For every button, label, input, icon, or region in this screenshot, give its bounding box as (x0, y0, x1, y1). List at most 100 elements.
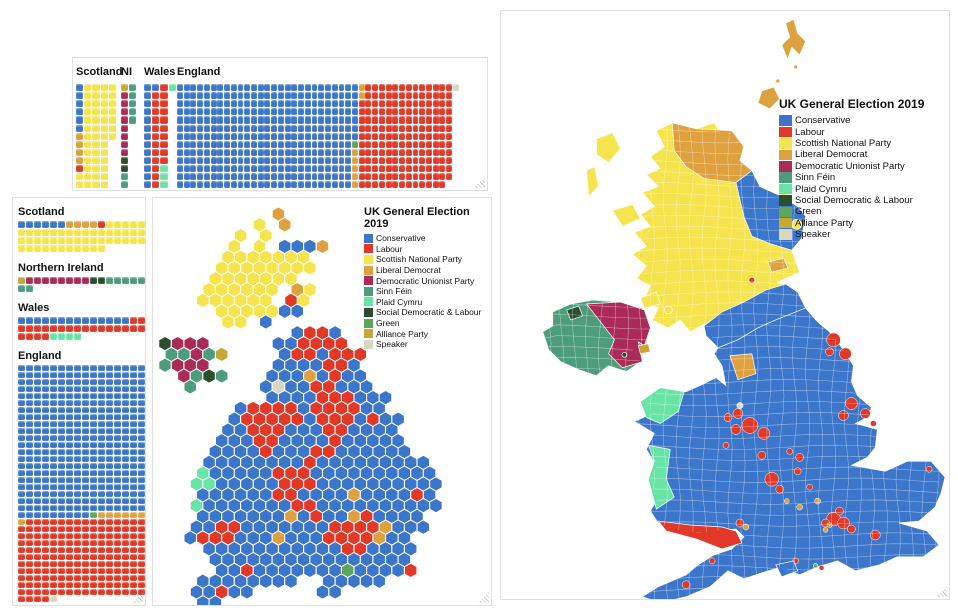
waffle-cell (108, 92, 117, 100)
waffle-cell (122, 372, 130, 379)
waffle-cell (257, 140, 264, 148)
waffle-cell (26, 582, 34, 589)
waffle-cell (446, 156, 453, 165)
waffle-cell (122, 456, 130, 463)
waffle-cell (66, 512, 74, 519)
waffle-cell (432, 173, 439, 181)
waffle-cell (122, 505, 130, 512)
waffle-cell (121, 156, 129, 165)
waffle-cell (42, 470, 50, 477)
legend-label: Labour (376, 243, 403, 254)
waffle-cell (82, 582, 90, 589)
waffle-cell (271, 165, 278, 173)
waffle-cell (82, 386, 90, 393)
waffle-cell (122, 470, 130, 477)
waffle-cell (122, 237, 130, 245)
waffle-cell (378, 148, 385, 156)
resize-handle-icon[interactable] (478, 592, 489, 603)
waffle-cell (92, 100, 100, 108)
waffle-cell (138, 575, 146, 582)
waffle-cell (82, 435, 90, 442)
waffle-cell (26, 400, 34, 407)
waffle-cell (74, 442, 82, 449)
waffle-cell (121, 132, 129, 140)
waffle-cell (138, 547, 146, 554)
waffle-cell (18, 491, 26, 498)
waffle-cell (439, 124, 446, 132)
waffle-cell (378, 100, 385, 108)
waffle-cell (114, 365, 122, 372)
waffle-cell (144, 140, 152, 148)
waffle-cell (18, 435, 26, 442)
waffle-cell (82, 245, 90, 253)
waffle-cell (58, 237, 66, 245)
waffle-cell (26, 442, 34, 449)
waffle-cell (244, 181, 251, 189)
waffle-cell (385, 173, 392, 181)
waffle-cell (90, 519, 98, 526)
waffle-cell (304, 156, 311, 165)
constituency-hex (429, 497, 443, 514)
waffle-cell (426, 116, 432, 124)
waffle-cell (298, 132, 305, 140)
legend-label: Plaid Cymru (376, 296, 423, 307)
waffle-cell (58, 414, 66, 421)
waffle-cell (18, 449, 26, 456)
waffle-cell (98, 277, 106, 285)
waffle-cell (42, 229, 50, 237)
waffle-cell (190, 92, 197, 100)
waffle-cell (392, 148, 399, 156)
waffle-cell (58, 386, 66, 393)
resize-handle-icon[interactable] (132, 592, 143, 603)
waffle-cell (26, 498, 34, 505)
waffle-cell (58, 442, 66, 449)
waffle-cell (257, 108, 264, 116)
waffle-cell (98, 554, 106, 561)
waffle-cell (144, 173, 152, 181)
waffle-cell (446, 140, 453, 148)
libdem-seat-dot (796, 503, 803, 511)
waffle-cell (130, 568, 138, 575)
waffle-cell (58, 526, 66, 533)
waffle-cell (74, 582, 82, 589)
waffle-cell (129, 84, 137, 92)
waffle-cell (122, 512, 130, 519)
waffle-cell (358, 140, 365, 148)
waffle-cell (378, 84, 385, 92)
waffle-cell (298, 148, 305, 156)
legend-item-plaid-cymru: Plaid Cymru (779, 183, 924, 195)
waffle-cell (100, 165, 108, 173)
waffle-cell (98, 491, 106, 498)
legend-swatch-icon (779, 172, 792, 183)
waffle-cell (34, 533, 42, 540)
waffle-cell (34, 596, 42, 603)
waffle-cell (92, 140, 100, 148)
waffle-cell (66, 428, 74, 435)
england-chorley-speaker (736, 402, 744, 409)
waffle-cell (338, 165, 345, 173)
waffle-cell (82, 554, 90, 561)
waffle-cell (114, 477, 122, 484)
waffle-cell (90, 277, 98, 285)
waffle-cell (419, 173, 426, 181)
waffle-cell (351, 124, 358, 132)
waffle-cell (244, 148, 251, 156)
waffle-cell (190, 148, 197, 156)
resize-handle-icon[interactable] (474, 177, 485, 188)
waffle-cell (82, 561, 90, 568)
resize-handle-icon[interactable] (936, 586, 947, 597)
waffle-cell (130, 393, 138, 400)
waffle-cell (392, 108, 399, 116)
waffle-cell (277, 156, 284, 165)
waffle-cell (34, 229, 42, 237)
waffle-cell (26, 428, 34, 435)
waffle-cell (18, 333, 26, 341)
waffle-cell (74, 554, 82, 561)
waffle-cell (50, 561, 58, 568)
waffle-cell (130, 421, 138, 428)
waffle-cell (98, 456, 106, 463)
waffle-cell (90, 477, 98, 484)
waffle-cell (90, 554, 98, 561)
waffle-cell (74, 393, 82, 400)
waffle-cell (106, 582, 114, 589)
